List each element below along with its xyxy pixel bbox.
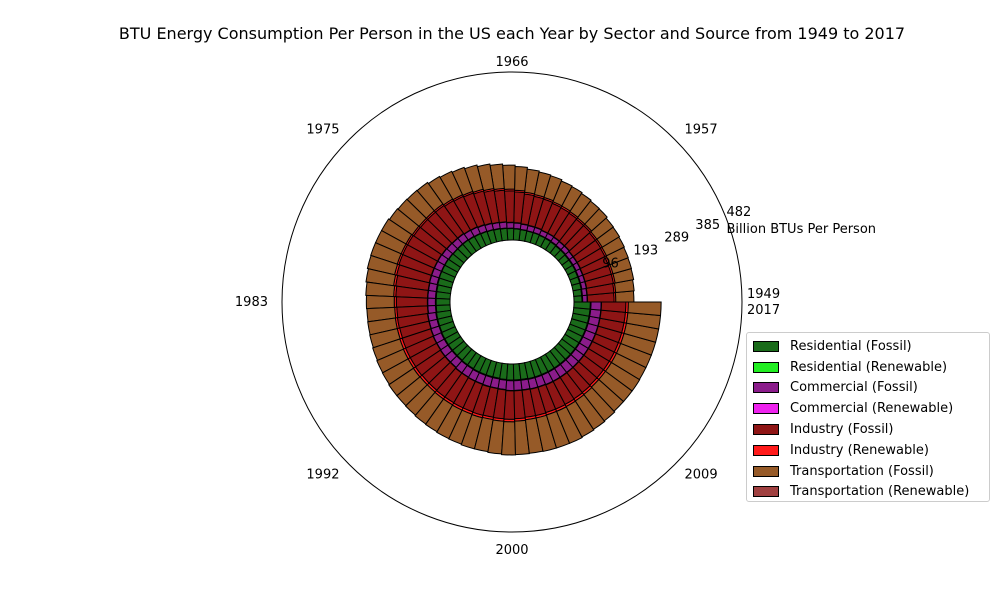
bar-1982-series-0: [435, 291, 452, 300]
angle-label-0: 1949: [747, 287, 780, 302]
radial-axis-label: Billion BTUs Per Person: [727, 222, 877, 237]
bar-2000-series-4: [503, 390, 516, 420]
bar-2017-series-4: [600, 301, 627, 313]
radial-tick-1: 193: [633, 244, 658, 259]
bar-1983-series-6: [365, 294, 395, 310]
chart-title: BTU Energy Consumption Per Person in the…: [118, 24, 906, 43]
legend-swatch: [753, 403, 779, 415]
bar-1965-series-0: [512, 228, 521, 241]
bar-2000-series-0: [506, 363, 515, 381]
legend-swatch: [753, 382, 779, 394]
bar-1981-series-6: [365, 268, 397, 287]
bar-2000-series-6: [501, 421, 516, 456]
outer-frame-circle: [281, 71, 743, 533]
bar-1966-series-2: [506, 222, 515, 229]
bar-2000-series-2: [505, 380, 515, 391]
radial-tick-2: 289: [664, 231, 689, 246]
bar-2017-series-2: [590, 301, 602, 311]
legend-label: Residential (Renewable): [790, 359, 948, 375]
radial-tick-3: 385: [695, 218, 720, 233]
legend-item-2: Commercial (Fossil): [753, 378, 983, 399]
bar-1982-series-2: [427, 289, 437, 300]
legend-label: Industry (Fossil): [790, 422, 894, 438]
legend-label: Transportation (Renewable): [790, 484, 970, 500]
radial-labels-layer: 96 193 289 385 482 Billion BTUs Per Person: [602, 205, 876, 272]
legend-label: Commercial (Renewable): [790, 401, 954, 417]
angle-label-1: 2017: [747, 303, 780, 318]
legend-swatch: [753, 424, 779, 436]
radial-tick-0: 96: [602, 257, 619, 272]
bar-2006-series-6: [565, 400, 595, 438]
angle-label-4: 1975: [306, 123, 339, 138]
legend-label: Transportation (Fossil): [790, 463, 934, 479]
legend-swatch: [753, 340, 779, 352]
legend-item-6: Transportation (Fossil): [753, 461, 983, 482]
angle-label-3: 1966: [495, 55, 528, 70]
legend: Residential (Fossil) Residential (Renewab…: [746, 332, 990, 502]
legend-swatch: [753, 444, 779, 456]
angle-label-5: 1983: [235, 295, 268, 310]
legend-label: Commercial (Fossil): [790, 380, 918, 396]
bar-1965-series-6: [514, 165, 528, 192]
bar-2016-series-2: [589, 308, 602, 319]
legend-label: Residential (Fossil): [790, 338, 912, 354]
legend-item-1: Residential (Renewable): [753, 357, 983, 378]
legend-item-0: Residential (Fossil): [753, 336, 983, 357]
angle-label-7: 2000: [495, 543, 528, 558]
legend-swatch: [753, 465, 779, 477]
legend-item-3: Commercial (Renewable): [753, 398, 983, 419]
legend-item-7: Transportation (Renewable): [753, 482, 983, 503]
angle-label-2: 1957: [685, 123, 718, 138]
bar-1982-series-6: [365, 281, 396, 298]
bar-1965-series-2: [513, 222, 522, 230]
legend-item-4: Industry (Fossil): [753, 419, 983, 440]
bar-2008-series-6: [583, 386, 616, 422]
angle-label-8: 2009: [685, 468, 718, 483]
bar-2005-series-6: [555, 406, 583, 444]
angle-label-6: 1992: [306, 468, 339, 483]
bar-2007-series-6: [574, 394, 606, 431]
bar-1983-series-2: [427, 297, 436, 307]
legend-swatch: [753, 486, 779, 498]
bar-2017-series-6: [627, 301, 662, 317]
bar-1999-series-2: [497, 378, 508, 391]
legend-label: Industry (Renewable): [790, 442, 929, 458]
legend-item-5: Industry (Renewable): [753, 440, 983, 461]
legend-swatch: [753, 361, 779, 373]
bar-2017-series-0: [573, 301, 591, 310]
radial-tick-4: 482: [727, 205, 752, 220]
bars-layer: [365, 163, 662, 456]
